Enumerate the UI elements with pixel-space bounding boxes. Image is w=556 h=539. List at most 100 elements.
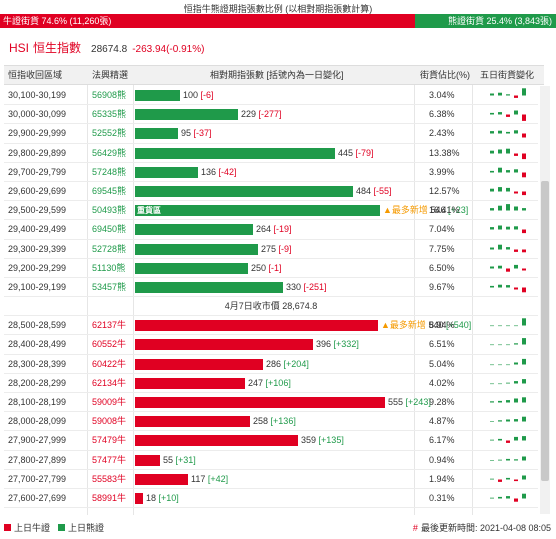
volume-value: 330 [-251] (286, 278, 327, 297)
five-day-bar (490, 131, 494, 134)
volume-value: 95 [-37] (181, 124, 212, 143)
five-day-bar (514, 287, 518, 290)
table-row[interactable]: 29,400-29,499 69450熊 264 [-19] 7.04% (4, 220, 538, 240)
table-row[interactable]: 30,000-30,099 65335熊 229 [-277] 6.38% (4, 105, 538, 125)
five-day-bar (522, 338, 526, 345)
scrollbar-thumb[interactable] (541, 181, 549, 481)
table-row[interactable]: 27,800-27,899 57477牛 55 [+31] 0.94% (4, 451, 538, 470)
five-day-bar (498, 344, 502, 346)
table-row[interactable]: 28,200-28,299 62134牛 247 [+106] 4.02% (4, 374, 538, 393)
volume-bar (135, 109, 238, 121)
five-day-bar (522, 378, 526, 384)
volume-bar (135, 320, 378, 332)
volume-number: 229 (241, 109, 257, 120)
range-cell: 27,900-27,999 (8, 435, 67, 446)
ce-link[interactable]: 59009牛 (92, 397, 127, 407)
legend-item-bear: 上日熊證 (58, 521, 104, 534)
table-row[interactable]: 30,100-30,199 56908熊 100 [-6] 3.04% (4, 86, 538, 106)
volume-change: [+136] (270, 416, 296, 427)
table-row[interactable]: 29,300-29,399 52728熊 275 [-9] 7.75% (4, 240, 538, 259)
ce-link[interactable]: 52552熊 (92, 128, 127, 139)
table-row[interactable]: 29,200-29,299 51130熊 250 [-1] 6.50% (4, 259, 538, 278)
table-row[interactable]: 28,100-28,199 59009牛 555 [+243] 9.28% (4, 393, 538, 413)
ce-link[interactable]: 69450熊 (92, 224, 127, 235)
five-day-bar (522, 88, 526, 96)
index-change: -263.94(-0.91%) (132, 44, 205, 55)
ce-link[interactable]: 60422牛 (92, 358, 127, 369)
table-row[interactable]: 27,900-27,999 57479牛 359 [+135] 6.17% (4, 431, 538, 451)
ce-link[interactable]: 58991牛 (92, 492, 127, 503)
five-day-bar (514, 264, 518, 269)
five-day-bar (506, 382, 510, 384)
five-day-bar (490, 170, 494, 173)
five-day-chart (490, 88, 526, 98)
ce-link[interactable]: 65335熊 (92, 109, 127, 120)
ce-link[interactable]: 57479牛 (92, 435, 127, 446)
ce-link[interactable]: 62137牛 (92, 320, 127, 331)
table-row[interactable]: 27,700-27,799 55583牛 117 [+42] 1.94% (4, 470, 538, 489)
range-cell: 29,200-29,299 (8, 262, 67, 273)
five-day-bar (514, 95, 518, 98)
table-row[interactable]: 28,500-28,599 62137牛 ▲最多新增 540 [+540] 8.94% (4, 316, 538, 336)
range-cell: 28,000-28,099 (8, 416, 67, 427)
table-row[interactable]: 29,600-29,699 69545熊 484 [-55] 12.57% (4, 182, 538, 202)
range-cell: 29,500-29,599 (8, 205, 67, 216)
share-pct: 3.99% (429, 166, 455, 177)
share-pct: 9.67% (429, 281, 455, 292)
table-row[interactable]: 28,400-28,499 60552牛 396 [+332] 6.51% (4, 335, 538, 355)
table-row[interactable]: 28,000-28,099 59008牛 258 [+136] 4.87% (4, 412, 538, 432)
table-row[interactable]: 27,600-27,699 58991牛 18 [+10] 0.31% (4, 489, 538, 509)
ce-link[interactable]: 59008牛 (92, 416, 127, 427)
volume-bar (135, 454, 160, 466)
volume-change: [+31] (175, 454, 196, 465)
ce-link[interactable]: 57477牛 (92, 454, 127, 465)
volume-bar (135, 358, 263, 370)
five-day-bar (498, 265, 502, 269)
ce-link[interactable]: 50493熊 (92, 205, 127, 216)
share-pct: 16.41% (429, 205, 460, 216)
ce-link[interactable]: 60552牛 (92, 339, 127, 350)
five-day-chart (490, 358, 526, 365)
volume-value: 264 [-19] (256, 220, 292, 239)
range-cell: 28,200-28,299 (8, 377, 67, 388)
share-pct: 6.38% (429, 109, 455, 120)
table-row[interactable]: 29,100-29,199 53457熊 330 [-251] 9.67% (4, 278, 538, 298)
five-day-bar (490, 383, 494, 384)
volume-number: 359 (301, 435, 317, 446)
ce-link[interactable]: 51130熊 (92, 262, 126, 273)
volume-bar (135, 435, 298, 447)
ce-link[interactable]: 56429熊 (92, 147, 127, 158)
ce-link[interactable]: 62134牛 (92, 377, 127, 388)
most-new-badge: ▲最多新增 (383, 205, 428, 216)
range-cell: 30,000-30,099 (8, 109, 67, 120)
table-row[interactable]: 29,900-29,999 52552熊 95 [-37] 2.43% (4, 124, 538, 144)
table-row[interactable]: 28,300-28,399 60422牛 286 [+204] 5.04% (4, 355, 538, 374)
bull-bear-ratio-bar: 牛證街貨 74.6% (11,260張) 熊證街貨 25.4% (3,843張) (0, 14, 556, 28)
five-day-bar (514, 458, 518, 461)
five-day-bar (498, 496, 502, 499)
ce-link[interactable]: 52728熊 (92, 243, 127, 254)
volume-number: 396 (316, 339, 332, 350)
five-day-bar (514, 343, 518, 345)
five-day-bar (498, 383, 502, 384)
table-row[interactable]: 29,800-29,899 56429熊 445 [-79] 13.38% (4, 144, 538, 163)
header-ce: 法興精選 (92, 70, 129, 80)
five-day-bar (490, 227, 494, 230)
table-row[interactable]: 29,500-29,599 50493熊 重貨區 ▲最多新增 546 [+23] 16.… (4, 201, 538, 221)
five-day-chart (490, 148, 526, 159)
share-pct: 0.94% (429, 454, 455, 465)
volume-bar (135, 243, 258, 255)
ce-link[interactable]: 57248熊 (92, 166, 127, 177)
volume-change: [+42] (207, 473, 229, 484)
five-day-bar (498, 479, 502, 482)
ce-link[interactable]: 69545熊 (92, 185, 127, 196)
range-cell: 29,600-29,699 (8, 185, 67, 196)
share-pct: 6.51% (429, 339, 455, 350)
five-day-bar (506, 364, 510, 365)
scrollbar[interactable] (540, 86, 550, 514)
ce-link[interactable]: 55583牛 (92, 473, 127, 484)
ce-link[interactable]: 53457熊 (92, 281, 127, 292)
ce-link[interactable]: 56908熊 (92, 90, 127, 100)
five-day-bar (498, 439, 502, 441)
table-row[interactable]: 29,700-29,799 57248熊 136 [-42] 3.99% (4, 163, 538, 182)
